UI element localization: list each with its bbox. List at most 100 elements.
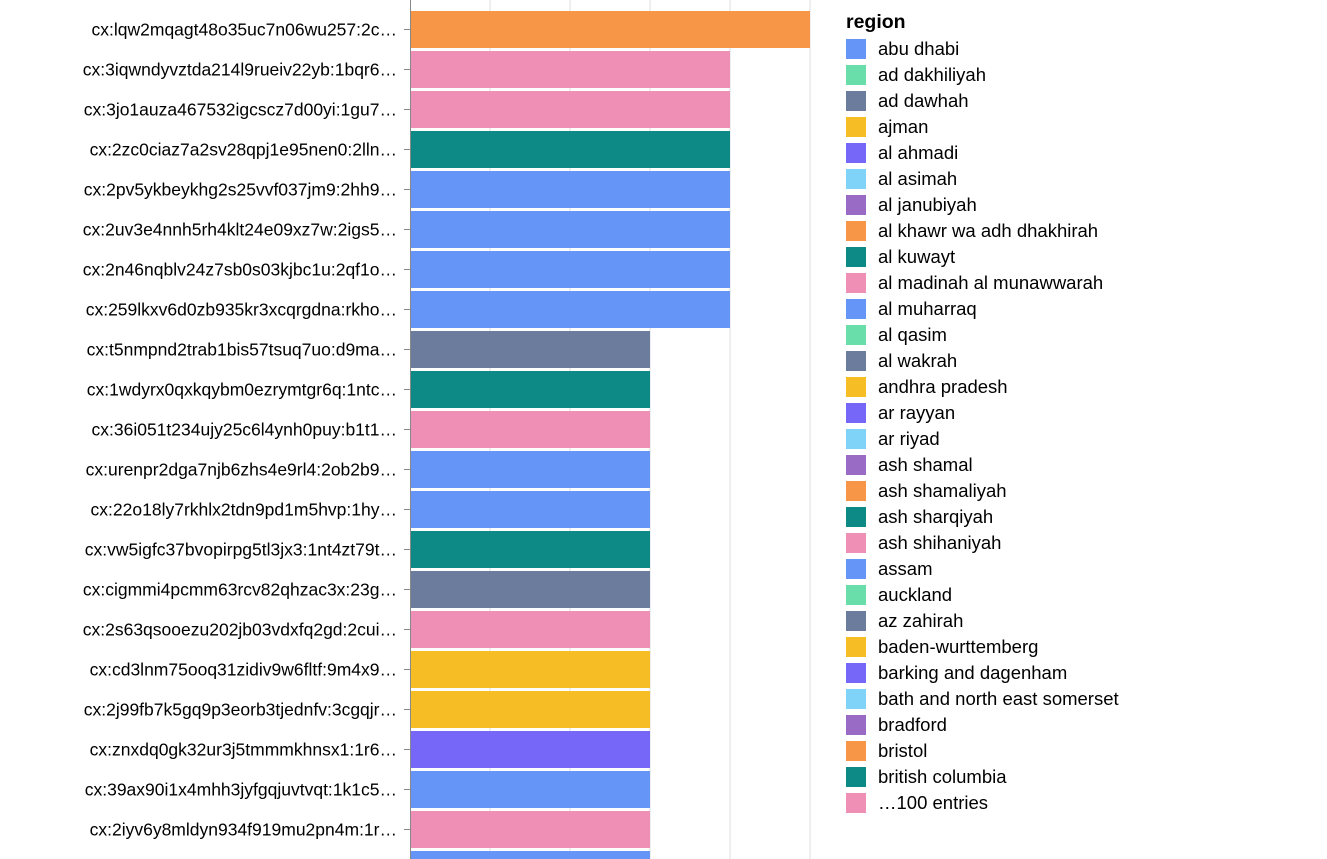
legend-swatch xyxy=(846,377,866,397)
legend-label: al kuwayt xyxy=(878,246,956,267)
legend-swatch xyxy=(846,325,866,345)
legend-label: ash sharqiyah xyxy=(878,506,994,527)
legend-item: bristol xyxy=(846,738,1316,764)
bar xyxy=(410,851,650,859)
bar xyxy=(410,211,730,248)
legend-label: al ahmadi xyxy=(878,142,959,163)
legend-swatch xyxy=(846,793,866,813)
legend-swatch xyxy=(846,507,866,527)
legend-item: abu dhabi xyxy=(846,36,1316,62)
legend-swatch xyxy=(846,91,866,111)
legend-label: bradford xyxy=(878,714,947,735)
legend-swatch xyxy=(846,585,866,605)
bar xyxy=(410,131,730,168)
legend-label: al janubiyah xyxy=(878,194,977,215)
legend-label: ajman xyxy=(878,116,929,137)
legend-item: ash shamaliyah xyxy=(846,478,1316,504)
category-label: cx:2n46nqblv24z7sb0s03kjbc1u:2qf1o… xyxy=(83,260,397,280)
legend-label: assam xyxy=(878,558,933,579)
legend-item: ash shamal xyxy=(846,452,1316,478)
bar xyxy=(410,571,650,608)
category-label: cx:urenpr2dga7njb6zhs4e9rl4:2ob2b9… xyxy=(86,460,397,480)
legend-item: al asimah xyxy=(846,166,1316,192)
legend-swatch xyxy=(846,689,866,709)
legend-item: al kuwayt xyxy=(846,244,1316,270)
legend-label: …100 entries xyxy=(878,792,989,813)
legend-item: bath and north east somerset xyxy=(846,686,1316,712)
bar xyxy=(410,811,650,848)
legend-label: bristol xyxy=(878,740,928,761)
category-label: cx:39ax90i1x4mhh3jyfgqjuvtvqt:1k1c5… xyxy=(85,780,397,800)
legend-label: ad dakhiliyah xyxy=(878,64,986,85)
legend-item: andhra pradesh xyxy=(846,374,1316,400)
legend-swatch xyxy=(846,247,866,267)
legend-swatch xyxy=(846,39,866,59)
legend-item: ash shihaniyah xyxy=(846,530,1316,556)
legend-swatch xyxy=(846,481,866,501)
legend-label: ar rayyan xyxy=(878,402,956,423)
legend-swatch xyxy=(846,455,866,475)
legend-item: al khawr wa adh dhakhirah xyxy=(846,218,1316,244)
legend-label: andhra pradesh xyxy=(878,376,1008,397)
category-label: cx:vw5igfc37bvopirpg5tl3jx3:1nt4zt79t… xyxy=(85,540,397,560)
bar xyxy=(410,491,650,528)
bar xyxy=(410,251,730,288)
legend-swatch xyxy=(846,351,866,371)
legend-swatch xyxy=(846,65,866,85)
legend-title: region xyxy=(846,11,906,33)
legend-item: al madinah al munawwarah xyxy=(846,270,1316,296)
bar xyxy=(410,291,730,328)
legend-item: …100 entries xyxy=(846,790,1316,816)
legend-label: abu dhabi xyxy=(878,38,960,59)
legend-swatch xyxy=(846,273,866,293)
legend-swatch xyxy=(846,533,866,553)
legend-item: al janubiyah xyxy=(846,192,1316,218)
legend-swatch xyxy=(846,741,866,761)
legend-label: al khawr wa adh dhakhirah xyxy=(878,220,1099,241)
category-label: cx:2s63qsooezu202jb03vdxfq2gd:2cui… xyxy=(83,620,397,640)
legend-item: az zahirah xyxy=(846,608,1316,634)
legend-item: al muharraq xyxy=(846,296,1316,322)
legend-swatch xyxy=(846,195,866,215)
legend-item: ajman xyxy=(846,114,1316,140)
legend-swatch xyxy=(846,143,866,163)
legend-swatch xyxy=(846,611,866,631)
bar xyxy=(410,371,650,408)
legend-swatch xyxy=(846,221,866,241)
category-label: cx:3iqwndyvztda214l9rueiv22yb:1bqr6… xyxy=(83,60,397,80)
legend-item: ad dawhah xyxy=(846,88,1316,114)
category-label: cx:2pv5ykbeykhg2s25vvf037jm9:2hh9… xyxy=(84,180,397,200)
legend-item: al ahmadi xyxy=(846,140,1316,166)
legend-label: al muharraq xyxy=(878,298,977,319)
legend-label: baden-wurttemberg xyxy=(878,636,1039,657)
legend-label: al qasim xyxy=(878,324,947,345)
category-label: cx:2j99fb7k5gq9p3eorb3tjednfv:3cgqjr… xyxy=(84,700,397,720)
legend-item: ad dakhiliyah xyxy=(846,62,1316,88)
category-label: cx:cigmmi4pcmm63rcv82qhzac3x:23g… xyxy=(83,580,397,600)
legend-swatch xyxy=(846,715,866,735)
category-labels: cx:lqw2mqagt48o35uc7n06wu257:2c… cx:3iqwn… xyxy=(83,20,410,840)
legend-label: bath and north east somerset xyxy=(878,688,1119,709)
bar xyxy=(410,611,650,648)
legend: region abu dhabi ad dakhiliyah ad dawhah aj… xyxy=(846,8,1316,816)
category-label: cx:259lkxv6d0zb935kr3xcqrgdna:rkho… xyxy=(86,300,397,320)
bar xyxy=(410,11,810,48)
legend-label: ar riyad xyxy=(878,428,940,449)
legend-label: british columbia xyxy=(878,766,1007,787)
bar xyxy=(410,171,730,208)
category-label: cx:2uv3e4nnh5rh4klt24e09xz7w:2igs5… xyxy=(83,220,397,240)
legend-item: ar riyad xyxy=(846,426,1316,452)
category-label: cx:znxdq0gk32ur3j5tmmmkhnsx1:1r6… xyxy=(90,740,397,760)
legend-item: barking and dagenham xyxy=(846,660,1316,686)
legend-label: al madinah al munawwarah xyxy=(878,272,1104,293)
legend-item: ar rayyan xyxy=(846,400,1316,426)
bar xyxy=(410,691,650,728)
category-label: cx:1wdyrx0qxkqybm0ezrymtgr6q:1ntc… xyxy=(87,380,397,400)
category-label: cx:2iyv6y8mldyn934f919mu2pn4m:1r… xyxy=(90,820,397,840)
legend-swatch xyxy=(846,169,866,189)
bar xyxy=(410,331,650,368)
legend-item: assam xyxy=(846,556,1316,582)
legend-swatch xyxy=(846,403,866,423)
category-label: cx:36i051t234ujy25c6l4ynh0puy:b1t1… xyxy=(92,420,398,440)
legend-swatch xyxy=(846,663,866,683)
